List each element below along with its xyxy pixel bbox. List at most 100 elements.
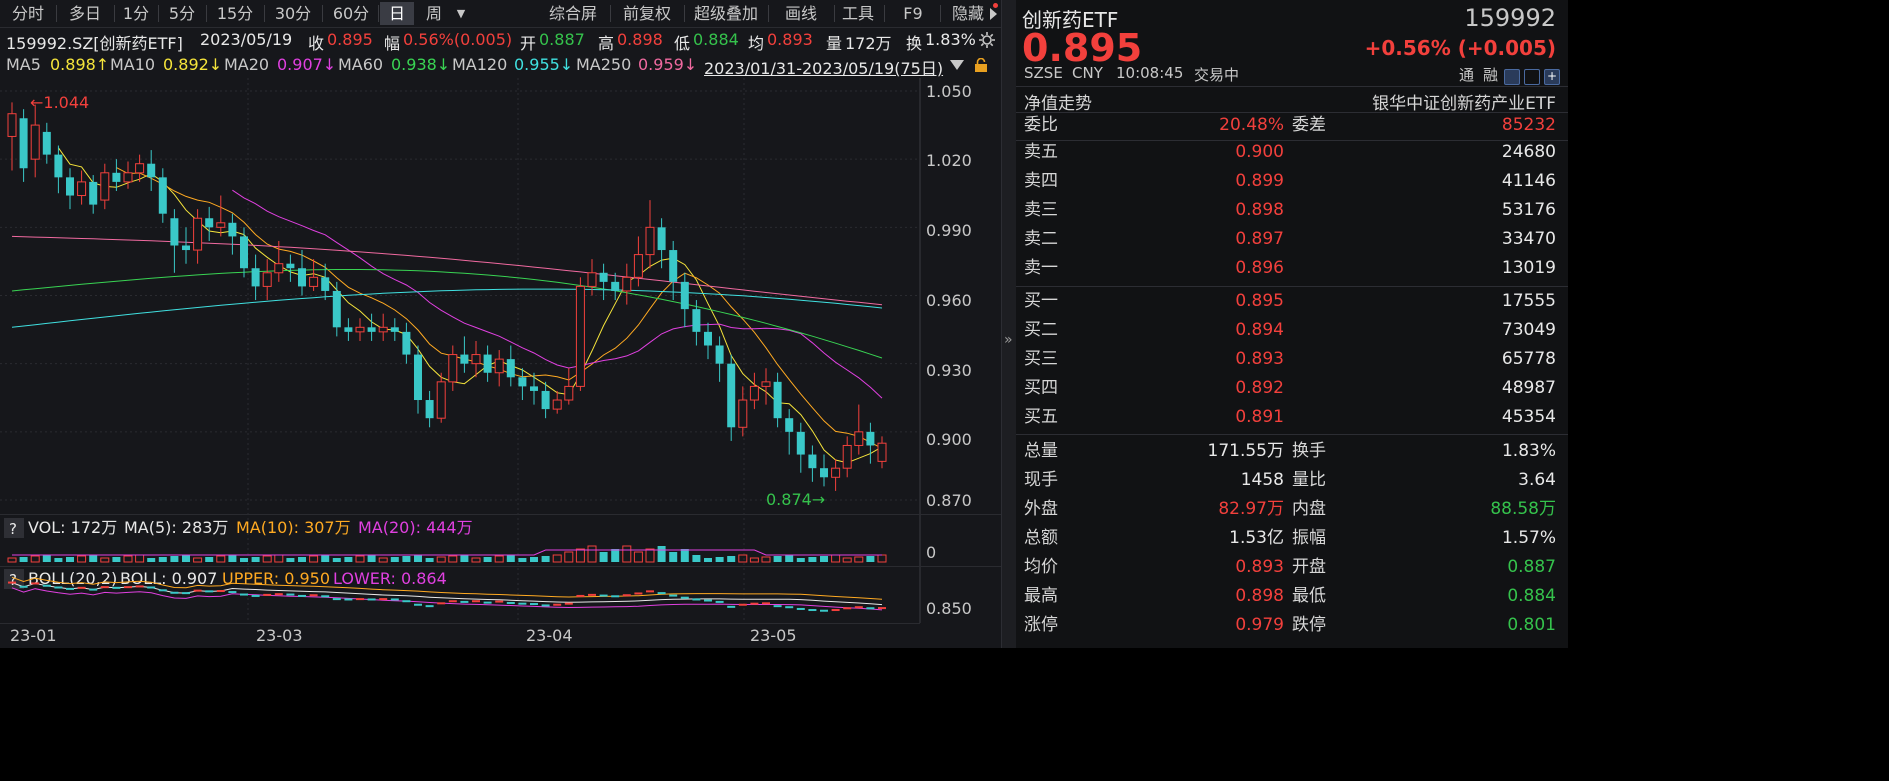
boll-candle [89, 588, 98, 591]
bid-level-1[interactable]: 买一 0.895 17555 [1016, 287, 1568, 316]
vol-help-button[interactable] [4, 518, 24, 538]
super-overlay-button[interactable]: 超级叠加 [693, 4, 758, 23]
toolbar-more-arrow-icon[interactable] [990, 8, 997, 20]
ask-level-3[interactable]: 卖三 0.898 53176 [1016, 196, 1568, 225]
period-dropdown-icon[interactable]: ▼ [456, 7, 466, 20]
tab-5min[interactable]: 5分 [168, 4, 196, 23]
composite-screen-button[interactable]: 综合屏 [548, 4, 597, 23]
volume-bar [158, 557, 167, 562]
quote-info-bar: 159992.SZ[创新药ETF] 2023/05/19 收 0.895 幅 0… [0, 28, 1001, 53]
boll-upper-line [11, 576, 883, 600]
boll-candle [390, 598, 399, 601]
stat-row: 总额 1.53亿 振幅 1.57% [1016, 524, 1568, 553]
ask-level-1[interactable]: 卖一 0.896 13019 [1016, 254, 1568, 283]
bell-icon[interactable] [1524, 66, 1540, 85]
stat-l1: 总量 [1024, 441, 1058, 461]
volume-bar [30, 555, 40, 563]
stat-l1: 总额 [1024, 528, 1058, 548]
level-price: 0.898 [1235, 200, 1284, 220]
candle-body [749, 385, 759, 401]
tab-day[interactable]: 日 [380, 2, 414, 25]
level-label: 买五 [1024, 407, 1058, 427]
volume-bar [309, 555, 319, 563]
candle-body [66, 177, 74, 196]
stat-l1: 涨停 [1024, 615, 1058, 635]
level-volume: 41146 [1501, 171, 1556, 191]
candle-body [378, 326, 388, 333]
boll-candle [866, 607, 875, 610]
volume-bar [854, 556, 864, 563]
price-tick-1020: 1.020 [926, 151, 972, 170]
last-price: 0.895 [1022, 26, 1143, 70]
tab-1min[interactable]: 1分 [122, 4, 150, 23]
tab-week[interactable]: 周 [425, 4, 442, 23]
ma20-label: MA20 [224, 55, 270, 74]
settings-gear-icon[interactable] [978, 31, 996, 49]
boll-candle [715, 600, 724, 603]
volume-bar [866, 556, 875, 562]
stat-v2: 3.64 [1518, 470, 1556, 490]
hide-button[interactable]: 隐藏 [951, 4, 984, 23]
range-dropdown-icon[interactable] [950, 60, 964, 70]
forward-adjust-button[interactable]: 前复权 [622, 4, 671, 23]
ask-level-4[interactable]: 卖四 0.899 41146 [1016, 167, 1568, 196]
nav-trend-link[interactable]: 净值走势 [1024, 94, 1092, 114]
draw-line-button[interactable]: 画线 [784, 4, 817, 23]
add-watchlist-icon[interactable]: + [1544, 66, 1560, 85]
boll-candle [100, 586, 109, 589]
volume-bar [877, 554, 887, 563]
tab-multiday[interactable]: 多日 [68, 4, 101, 23]
ask-level-2[interactable]: 卖二 0.897 33470 [1016, 225, 1568, 254]
tab-15min[interactable]: 15分 [216, 4, 254, 23]
boll-candle [286, 593, 295, 596]
tools-button[interactable]: 工具 [841, 4, 874, 23]
expand-arrow-icon[interactable]: » [1004, 332, 1013, 348]
price-change: +0.56% (+0.005) [1364, 36, 1556, 60]
tab-30min[interactable]: 30分 [274, 4, 312, 23]
f9-button[interactable]: F9 [903, 4, 923, 23]
ma60-value: 0.938↓ [391, 55, 451, 74]
candle-body [42, 131, 51, 155]
candle-body [355, 326, 365, 333]
kline-chart[interactable]: 1.050 1.020 0.990 0.960 0.930 0.900 0.87… [0, 78, 1001, 648]
pen-icon[interactable] [1504, 66, 1520, 85]
tab-60min[interactable]: 60分 [332, 4, 370, 23]
volume-bar [564, 551, 574, 563]
candle-body [704, 331, 712, 346]
ma5-value: 0.898↑ [50, 55, 110, 74]
bid-level-2[interactable]: 买二 0.894 73049 [1016, 316, 1568, 345]
tag-tong: 通 [1459, 66, 1475, 84]
date-range-selector[interactable]: 2023/01/31-2023/05/19(75日) [704, 59, 944, 78]
volume-bar [321, 555, 330, 562]
volume-bar [228, 555, 237, 562]
candle-body [262, 272, 272, 287]
level-volume: 53176 [1501, 200, 1556, 220]
boll-candle [321, 595, 330, 598]
candle-body [738, 399, 748, 428]
candle-body [692, 309, 701, 332]
candle-body [622, 276, 632, 292]
tab-intraday[interactable]: 分时 [11, 4, 44, 23]
volume-bar [785, 555, 794, 562]
security-name: 创新药ETF [1022, 8, 1119, 32]
candle-body [471, 354, 481, 365]
bid-level-3[interactable]: 买三 0.893 65778 [1016, 345, 1568, 374]
bid-level-5[interactable]: 买五 0.891 45354 [1016, 403, 1568, 432]
vol-help-glyph: ? [9, 520, 17, 538]
candle-body [205, 218, 214, 228]
boll-candle [808, 609, 817, 612]
range-label: 幅 [384, 34, 401, 53]
boll-band-lines [8, 576, 886, 612]
volume-bar [471, 557, 481, 563]
boll-candle [773, 605, 782, 608]
bid-level-4[interactable]: 买四 0.892 48987 [1016, 374, 1568, 403]
candle-body [390, 327, 399, 332]
candle-body [274, 263, 284, 274]
ask-level-5[interactable]: 卖五 0.900 24680 [1016, 138, 1568, 167]
boll-candle [425, 605, 434, 608]
lock-icon[interactable] [974, 58, 988, 73]
boll-help-button[interactable] [4, 569, 24, 589]
candle-body [367, 327, 376, 332]
vol-ma20: MA(20): 444万 [358, 518, 473, 537]
quote-time: 10:08:45 [1116, 64, 1184, 82]
